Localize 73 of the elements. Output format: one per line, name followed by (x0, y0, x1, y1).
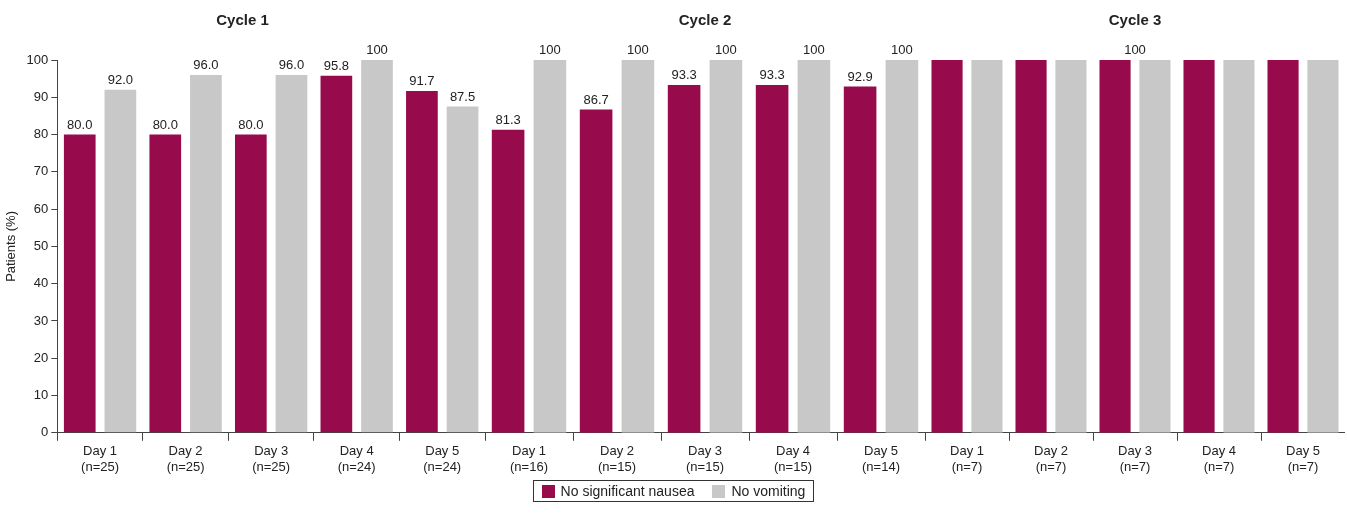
x-tick-label: Day 3 (n=15) (686, 443, 724, 474)
data-label: 91.7 (409, 73, 435, 89)
bar (104, 89, 137, 433)
bar (234, 134, 267, 433)
bar (667, 84, 701, 433)
bar (149, 134, 182, 433)
data-label: 87.5 (449, 88, 476, 104)
data-label: 80.0 (152, 116, 178, 132)
x-tick-label: Day 3 (n=25) (252, 443, 291, 474)
y-tick-label: 60 (33, 200, 49, 216)
y-tick-label: 90 (33, 88, 49, 104)
x-tick-label: Day 1 (n=25) (81, 443, 120, 474)
x-tick-label: Day 3 (n=7) (1118, 443, 1152, 474)
bar (755, 84, 789, 433)
data-label: 86.7 (583, 91, 609, 107)
y-tick-label: 0 (41, 424, 49, 440)
bar (320, 75, 353, 433)
bar (621, 60, 655, 433)
data-label: 81.3 (495, 111, 521, 127)
y-tick-label: 30 (33, 312, 49, 328)
legend-label: No vomiting (731, 483, 806, 499)
data-label: 96.0 (193, 56, 219, 72)
bar (709, 60, 743, 433)
y-tick-label: 100 (26, 51, 49, 67)
bar (579, 109, 613, 433)
bar (885, 60, 919, 433)
bar (797, 60, 831, 433)
bar (843, 86, 877, 433)
bar (533, 60, 567, 433)
chart-title: Cycle 3 (1108, 11, 1162, 29)
data-label: 93.3 (759, 67, 785, 83)
data-label: 100 (539, 42, 561, 58)
bar (446, 106, 479, 433)
y-axis-title: Patients (%) (3, 210, 19, 282)
data-label: 80.0 (67, 116, 93, 132)
x-tick-label: Day 2 (n=7) (1034, 443, 1068, 474)
x-tick-label: Day 4 (n=7) (1202, 443, 1236, 474)
data-label: 92.9 (847, 68, 873, 84)
y-tick-label: 70 (33, 163, 49, 179)
x-tick-label: Day 5 (n=14) (862, 443, 900, 474)
y-tick-label: 40 (33, 275, 49, 291)
bar (361, 60, 393, 433)
data-label: 100 (366, 42, 388, 58)
data-label: 92.0 (107, 71, 134, 87)
bar (406, 90, 438, 433)
data-label: 96.0 (278, 56, 305, 72)
x-tick-label: Day 4 (n=15) (774, 443, 812, 474)
y-tick-label: 20 (33, 349, 49, 365)
bar (491, 129, 525, 433)
bar (275, 74, 308, 433)
chart-title: Cycle 1 (216, 11, 269, 29)
chart-title: Cycle 2 (678, 11, 732, 29)
x-tick-label: Day 5 (n=7) (1286, 443, 1320, 474)
x-tick-label: Day 4 (n=24) (337, 443, 376, 474)
bar (190, 74, 222, 433)
x-tick-label: Day 1 (n=16) (510, 443, 548, 474)
data-label: 100 (627, 42, 649, 58)
data-label: 100 (715, 42, 737, 58)
bar (63, 134, 96, 433)
y-tick-label: 50 (33, 237, 49, 253)
x-tick-label: Day 2 (n=15) (598, 443, 636, 474)
y-tick-label: 80 (33, 126, 49, 142)
x-tick-label: Day 2 (n=25) (166, 443, 205, 474)
annotation: 100 (1124, 42, 1146, 58)
data-label: 95.8 (323, 57, 350, 73)
legend-label: No significant nausea (560, 483, 695, 499)
x-tick-label: Day 1 (n=7) (950, 443, 984, 474)
data-label: 80.0 (238, 116, 264, 132)
y-tick-label: 10 (33, 387, 49, 403)
data-label: 100 (803, 42, 825, 58)
x-tick-label: Day 5 (n=24) (423, 443, 462, 474)
data-label: 93.3 (671, 67, 697, 83)
data-label: 100 (891, 42, 913, 58)
